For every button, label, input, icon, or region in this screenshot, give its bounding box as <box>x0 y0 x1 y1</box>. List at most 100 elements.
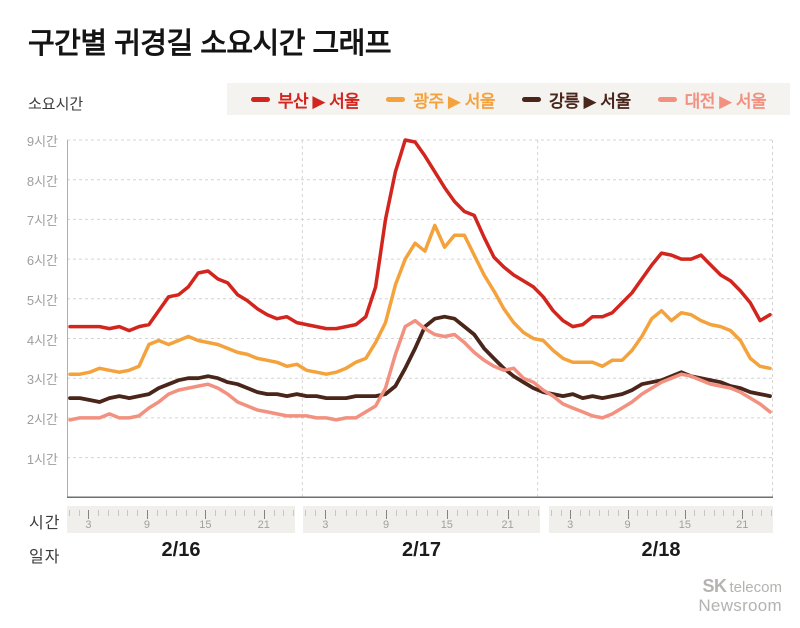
major-hour-tick <box>386 510 388 519</box>
y-tick-label-7: 7시간 <box>26 213 58 229</box>
legend-line-swatch <box>522 96 541 102</box>
minor-hour-tick <box>560 510 562 516</box>
minor-hour-tick <box>761 510 763 516</box>
major-hour-tick <box>263 510 265 519</box>
minor-hour-tick <box>315 510 317 516</box>
y-tick-label-4: 4시간 <box>26 332 58 348</box>
date-label-2-16: 2/16 <box>161 539 201 561</box>
major-hour-tick <box>146 510 148 519</box>
legend-label: 대전 ▶ 서울 <box>684 91 767 111</box>
major-hour-tick <box>88 510 90 519</box>
x-axis-time-caption: 시간 <box>29 515 61 532</box>
minor-hour-tick <box>656 510 658 516</box>
legend-line-swatch <box>250 96 270 102</box>
legend-item-0: 부산 ▶ 서울 <box>250 87 360 112</box>
major-hour-tick <box>684 510 686 519</box>
minor-hour-tick <box>234 510 236 516</box>
minor-hour-tick <box>345 510 347 516</box>
page-title: 구간별 귀경길 소요시간 그래프 <box>28 28 392 60</box>
series-line-0 <box>68 138 772 333</box>
minor-hour-tick <box>713 510 715 516</box>
ruler-strip-day-2: 3 9 15 21 <box>549 506 773 533</box>
minor-hour-tick <box>195 510 197 516</box>
series-line-1 <box>68 223 772 376</box>
hour-tick-label: 9 <box>143 519 150 531</box>
ruler-strip-day-1: 3 9 15 21 <box>303 506 540 533</box>
y-tick-label-1: 1시간 <box>26 451 58 467</box>
minor-hour-tick <box>694 510 696 516</box>
minor-hour-tick <box>598 510 600 516</box>
minor-hour-tick <box>107 510 109 516</box>
hour-tick-label: 3 <box>322 519 329 531</box>
minor-hour-tick <box>117 510 119 516</box>
minor-hour-tick <box>156 510 158 516</box>
minor-hour-tick <box>127 510 129 516</box>
major-hour-tick <box>507 510 509 519</box>
minor-hour-tick <box>426 510 428 516</box>
ruler-strip-day-0: 3 9 15 21 <box>67 506 295 533</box>
minor-hour-tick <box>254 510 256 516</box>
major-hour-tick <box>742 510 744 519</box>
y-tick-label-5: 5시간 <box>26 292 58 308</box>
minor-hour-tick <box>723 510 725 516</box>
y-tick-label-9: 9시간 <box>26 134 58 149</box>
major-hour-tick <box>325 510 327 519</box>
minor-hour-tick <box>517 510 519 516</box>
hour-tick-label: 15 <box>440 519 453 531</box>
minor-hour-tick <box>646 510 648 516</box>
hour-tick-label: 15 <box>199 519 212 531</box>
legend-line-swatch <box>657 96 677 102</box>
minor-hour-tick <box>467 510 469 516</box>
legend-label: 부산 ▶ 서울 <box>277 91 360 111</box>
minor-hour-tick <box>732 510 734 516</box>
major-hour-tick <box>446 510 448 519</box>
hour-tick-label: 3 <box>85 519 92 531</box>
minor-hour-tick <box>527 510 529 516</box>
minor-hour-tick <box>675 510 677 516</box>
minor-hour-tick <box>176 510 178 516</box>
hour-tick-label: 21 <box>257 519 270 531</box>
minor-hour-tick <box>497 510 499 516</box>
major-hour-tick <box>627 510 629 519</box>
minor-hour-tick <box>305 510 306 516</box>
hour-tick-label: 21 <box>736 519 749 531</box>
y-tick-label-8: 8시간 <box>26 173 58 189</box>
series-line-2 <box>68 314 772 404</box>
minor-hour-tick <box>273 510 275 516</box>
hour-ruler: 3 9 15 21 3 9 15 21 3 9 15 21 <box>67 506 773 533</box>
y-tick-label-6: 6시간 <box>26 253 58 269</box>
minor-hour-tick <box>98 510 100 516</box>
minor-hour-tick <box>771 510 772 516</box>
chart-plot-area <box>67 138 773 499</box>
minor-hour-tick <box>704 510 706 516</box>
minor-hour-tick <box>617 510 619 516</box>
legend-label: 강릉 ▶ 서울 <box>549 91 631 111</box>
minor-hour-tick <box>224 510 226 516</box>
minor-hour-tick <box>335 510 337 516</box>
minor-hour-tick <box>365 510 367 516</box>
minor-hour-tick <box>551 510 552 516</box>
y-axis-title: 소요시간 <box>28 96 84 113</box>
minor-hour-tick <box>579 510 581 516</box>
date-label-2-18: 2/18 <box>641 539 681 561</box>
minor-hour-tick <box>78 510 80 516</box>
minor-hour-tick <box>416 510 418 516</box>
minor-hour-tick <box>215 510 217 516</box>
y-tick-label-2: 2시간 <box>26 411 58 427</box>
minor-hour-tick <box>293 510 294 516</box>
minor-hour-tick <box>355 510 357 516</box>
major-hour-tick <box>570 510 572 519</box>
minor-hour-tick <box>665 510 667 516</box>
major-hour-tick <box>205 510 207 519</box>
legend-item-2: 강릉 ▶ 서울 <box>522 87 631 112</box>
hour-tick-label: 9 <box>624 519 631 531</box>
hour-tick-label: 21 <box>501 519 514 531</box>
minor-hour-tick <box>396 510 398 516</box>
date-label-2-17: 2/17 <box>402 539 441 561</box>
minor-hour-tick <box>477 510 479 516</box>
minor-hour-tick <box>751 510 753 516</box>
minor-hour-tick <box>538 510 539 516</box>
minor-hour-tick <box>375 510 377 516</box>
minor-hour-tick <box>406 510 408 516</box>
logo-newsroom-text: Newsroom <box>698 596 782 615</box>
